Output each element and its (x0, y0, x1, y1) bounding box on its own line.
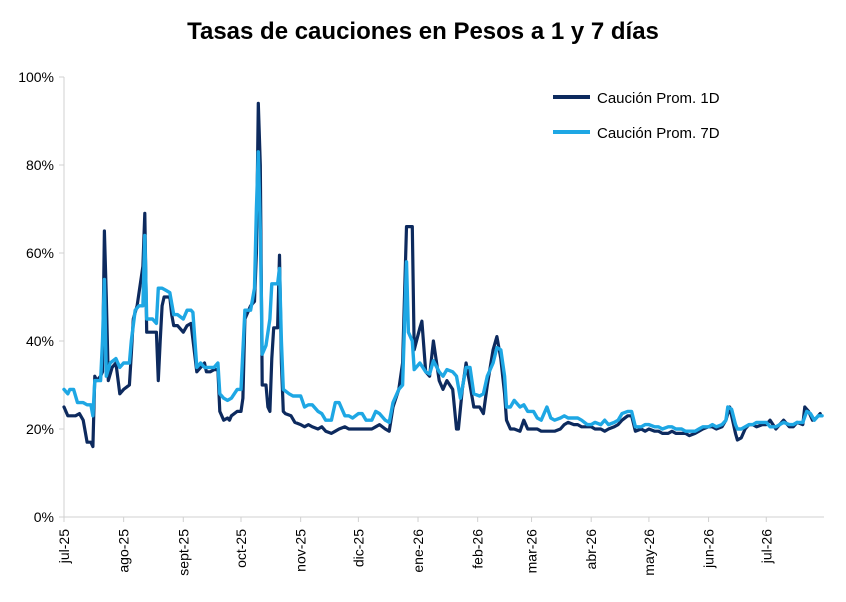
legend: Caución Prom. 1D Caución Prom. 7D (553, 90, 720, 142)
chart-title: Tasas de cauciones en Pesos a 1 y 7 días (187, 18, 659, 45)
series-line-7d (62, 150, 824, 433)
y-tick-label: 0% (34, 509, 54, 525)
series-lines (62, 101, 824, 449)
y-tick-label: 20% (26, 421, 54, 437)
x-tick-label: feb-26 (470, 529, 486, 569)
legend-label: Caución Prom. 7D (597, 125, 720, 142)
x-tick-label: dic-25 (350, 529, 366, 567)
y-tick-label: 80% (26, 157, 54, 173)
legend-label: Caución Prom. 1D (597, 90, 720, 107)
series-line-1d (62, 101, 822, 449)
x-tick-label: nov-25 (293, 529, 309, 572)
x-tick-label: abr-26 (583, 529, 599, 570)
x-tick-label: may-26 (641, 529, 657, 576)
x-tick-label: jul-25 (56, 529, 72, 564)
x-axis: jul-25 ago-25 sept-25 oct-25 nov-25 dic-25 ene… (56, 516, 824, 576)
y-axis: 0% 20% 40% 60% 80% 100% (18, 69, 65, 525)
x-tick-label: mar-26 (524, 529, 540, 574)
y-tick-label: 40% (26, 333, 54, 349)
y-tick-label: 100% (18, 69, 54, 85)
x-tick-label: jul-26 (758, 529, 774, 564)
x-tick-label: sept-25 (175, 529, 191, 576)
x-tick-label: jun-26 (701, 529, 717, 569)
x-tick-label: oct-25 (233, 529, 249, 568)
x-tick-label: ene-26 (410, 529, 426, 573)
y-tick-label: 60% (26, 245, 54, 261)
x-tick-label: ago-25 (116, 529, 132, 573)
